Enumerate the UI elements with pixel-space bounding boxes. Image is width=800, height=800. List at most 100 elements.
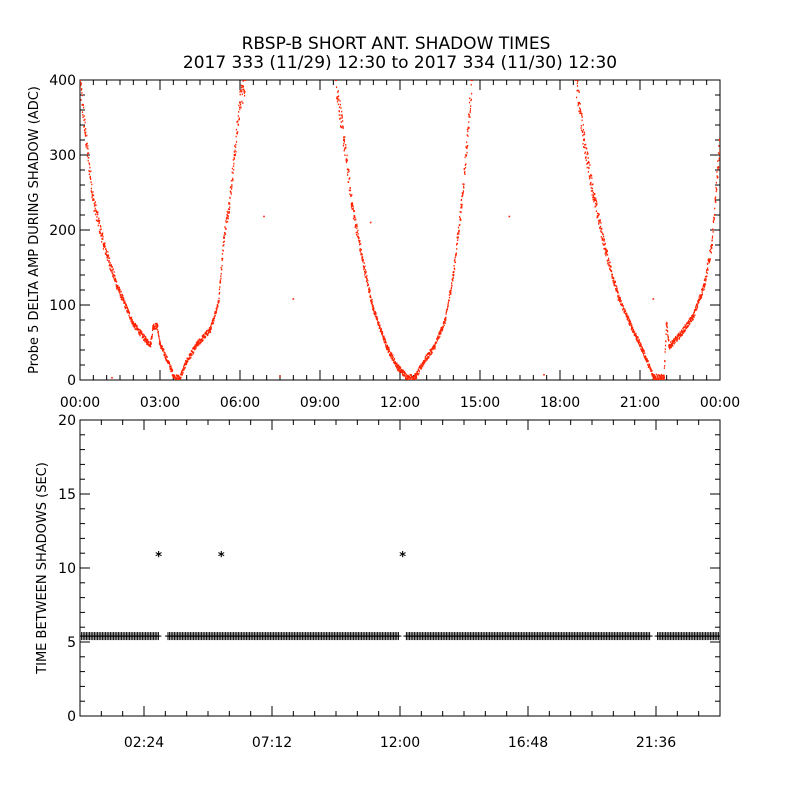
delta-amp-point (101, 241, 103, 243)
delta-amp-point (352, 217, 355, 220)
delta-amp-point (648, 363, 651, 366)
delta-amp-point (135, 326, 137, 328)
delta-amp-point (239, 93, 241, 96)
delta-amp-point (92, 194, 95, 197)
delta-amp-point (216, 307, 218, 309)
shadow-interval-outlier: * (155, 550, 162, 565)
delta-amp-point (631, 331, 634, 333)
delta-amp-point (602, 242, 604, 245)
top-y-tick-label: 400 (49, 73, 76, 89)
delta-amp-point (672, 345, 674, 347)
delta-amp-point (646, 360, 648, 363)
delta-amp-point (593, 200, 595, 203)
delta-amp-point (619, 297, 621, 299)
delta-amp-point (679, 334, 681, 336)
delta-amp-point (115, 284, 117, 286)
delta-amp-point (718, 157, 720, 159)
delta-amp-point (386, 344, 389, 347)
delta-amp-point (606, 252, 608, 254)
delta-amp-point (715, 186, 717, 189)
delta-amp-point (452, 277, 454, 280)
delta-amp-point (125, 303, 127, 306)
delta-amp-point (582, 124, 584, 126)
delta-amp-point (383, 339, 385, 341)
delta-amp-point (601, 231, 603, 234)
delta-amp-point (455, 252, 457, 255)
delta-amp-point (432, 346, 434, 348)
delta-amp-point (355, 233, 358, 236)
delta-amp-point (430, 351, 432, 354)
delta-amp-point (156, 323, 159, 326)
delta-amp-point (397, 368, 399, 370)
delta-amp-point (355, 231, 357, 234)
delta-amp-point (234, 153, 236, 156)
delta-amp-point (238, 104, 240, 107)
delta-amp-point (212, 322, 214, 324)
delta-amp-point (196, 344, 198, 347)
delta-amp-point (440, 329, 443, 332)
delta-amp-point (385, 344, 387, 346)
delta-amp-point (235, 143, 237, 146)
delta-amp-point (244, 91, 246, 93)
delta-amp-point (717, 176, 719, 178)
delta-amp-point (466, 134, 468, 136)
delta-amp-point (452, 274, 455, 276)
delta-amp-point (159, 343, 161, 345)
delta-amp-point (605, 253, 607, 256)
bottom-y-tick-label: 0 (67, 709, 76, 725)
delta-amp-point (604, 252, 606, 255)
delta-amp-point (174, 375, 176, 377)
delta-amp-point (215, 310, 217, 313)
delta-amp-point (167, 360, 169, 362)
delta-amp-point (655, 377, 657, 380)
delta-amp-point (578, 91, 580, 93)
delta-amp-point (640, 348, 642, 350)
delta-amp-point (656, 377, 658, 380)
delta-amp-point (592, 194, 595, 197)
delta-amp-point (659, 375, 661, 378)
delta-amp-point (664, 348, 666, 351)
delta-amp-point (409, 376, 412, 379)
delta-amp-point (378, 324, 380, 326)
delta-amp-point (111, 270, 113, 272)
delta-amp-point (351, 204, 353, 207)
top-x-tick-label: 00:00 (700, 395, 740, 411)
delta-amp-point (393, 361, 395, 363)
delta-amp-point (157, 333, 160, 335)
delta-amp-point (235, 135, 237, 138)
delta-amp-point (350, 206, 353, 208)
delta-amp-point (594, 193, 596, 195)
delta-amp-point (133, 323, 135, 325)
delta-amp-point (127, 308, 129, 311)
delta-amp-point (363, 262, 365, 264)
delta-amp-point (359, 250, 361, 253)
delta-amp-point (672, 342, 674, 344)
delta-amp-point (466, 151, 468, 154)
delta-amp-point (587, 152, 589, 155)
delta-amp-point (83, 125, 85, 128)
delta-amp-point (641, 350, 643, 352)
delta-amp-point (606, 260, 608, 262)
delta-amp-point (647, 360, 649, 362)
bottom-x-tick-label: 07:12 (252, 735, 292, 751)
delta-amp-point (676, 338, 679, 341)
delta-amp-point (186, 362, 188, 365)
delta-amp-point (97, 224, 99, 227)
delta-amp-point (133, 326, 135, 329)
delta-amp-point (149, 341, 152, 343)
delta-amp-point (426, 358, 428, 361)
delta-amp-point (354, 226, 356, 229)
delta-amp-point (667, 336, 669, 339)
delta-amp-point (634, 331, 636, 333)
delta-amp-point (355, 224, 357, 227)
delta-amp-point (240, 84, 242, 87)
delta-amp-point (709, 249, 711, 252)
delta-amp-point (90, 170, 92, 173)
delta-amp-point (615, 285, 618, 288)
delta-amp-point (238, 117, 240, 119)
delta-amp-point (586, 163, 588, 165)
delta-amp-point (447, 304, 449, 307)
delta-amp-point (425, 358, 428, 360)
top-y-tick-label: 200 (49, 223, 76, 239)
delta-amp-point (635, 335, 637, 337)
